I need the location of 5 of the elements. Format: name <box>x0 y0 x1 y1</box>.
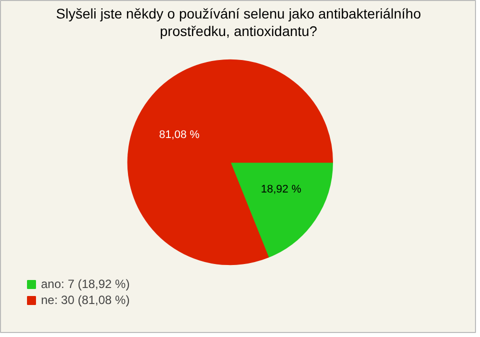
chart-title: Slyšeli jste někdy o používání selenu jako antibakteriálního prostředku, antioxidantu? <box>56 5 422 39</box>
data-label: 18,92 % <box>260 184 302 196</box>
data-label: 81,08 % <box>159 128 200 141</box>
legend-label: ne: 30 (81,08 %) <box>41 293 130 307</box>
legend-label: ano: 7 (18,92 %) <box>41 277 130 291</box>
